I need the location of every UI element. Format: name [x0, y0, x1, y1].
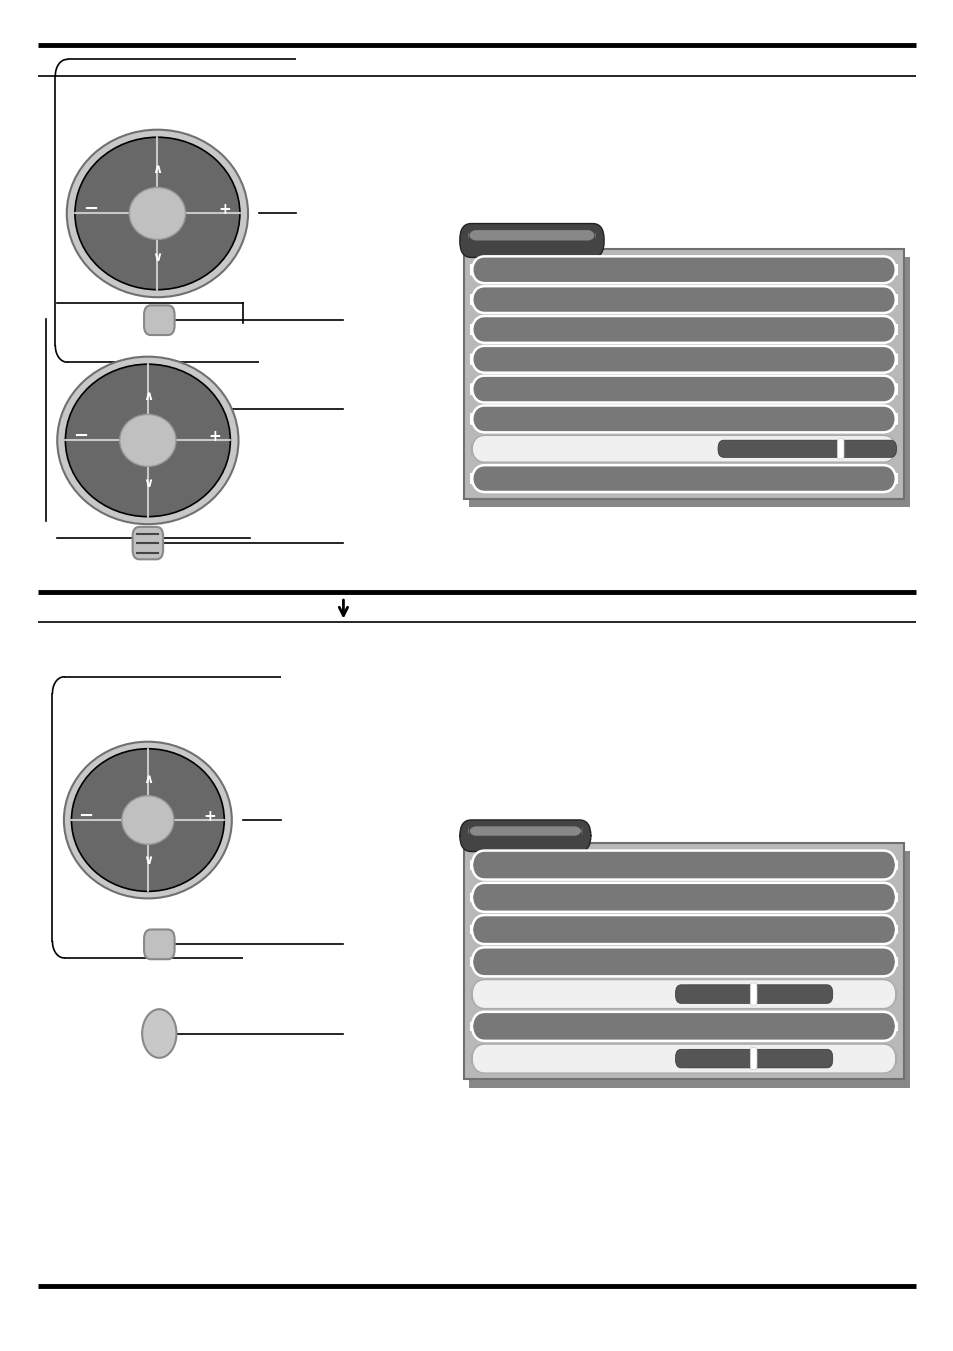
Circle shape: [142, 385, 176, 434]
FancyBboxPatch shape: [469, 851, 909, 1088]
FancyBboxPatch shape: [471, 435, 896, 462]
Text: +: +: [218, 201, 231, 216]
FancyBboxPatch shape: [463, 249, 903, 499]
FancyBboxPatch shape: [471, 1044, 896, 1073]
FancyBboxPatch shape: [749, 1047, 756, 1070]
Text: +: +: [203, 809, 216, 824]
FancyBboxPatch shape: [471, 286, 896, 313]
Text: −: −: [78, 807, 93, 825]
Text: ∨: ∨: [143, 854, 152, 867]
Ellipse shape: [122, 796, 173, 844]
Text: ∨: ∨: [152, 250, 162, 263]
FancyBboxPatch shape: [471, 882, 896, 912]
Ellipse shape: [64, 742, 232, 898]
FancyBboxPatch shape: [468, 825, 581, 838]
FancyBboxPatch shape: [471, 346, 896, 373]
Text: ∨: ∨: [143, 477, 152, 490]
Text: +: +: [209, 428, 221, 443]
Ellipse shape: [67, 130, 248, 297]
FancyBboxPatch shape: [471, 376, 896, 403]
FancyBboxPatch shape: [459, 820, 590, 851]
FancyBboxPatch shape: [144, 929, 174, 959]
FancyBboxPatch shape: [471, 316, 896, 343]
FancyBboxPatch shape: [471, 979, 896, 1009]
FancyBboxPatch shape: [144, 305, 174, 335]
FancyBboxPatch shape: [749, 984, 756, 1005]
FancyBboxPatch shape: [675, 1050, 832, 1067]
Ellipse shape: [71, 748, 224, 892]
Ellipse shape: [75, 138, 239, 289]
FancyBboxPatch shape: [132, 527, 163, 559]
FancyBboxPatch shape: [471, 465, 896, 492]
Text: ∧: ∧: [152, 163, 162, 177]
Text: −: −: [73, 427, 89, 446]
Ellipse shape: [66, 365, 230, 516]
FancyBboxPatch shape: [718, 440, 896, 458]
Text: ∧: ∧: [143, 773, 152, 786]
FancyBboxPatch shape: [471, 851, 896, 880]
FancyBboxPatch shape: [463, 843, 903, 1079]
FancyBboxPatch shape: [471, 947, 896, 977]
Text: ∧: ∧: [143, 390, 152, 404]
FancyBboxPatch shape: [837, 439, 843, 459]
Circle shape: [142, 1009, 176, 1058]
FancyBboxPatch shape: [471, 1012, 896, 1040]
FancyBboxPatch shape: [469, 257, 909, 507]
Text: −: −: [83, 200, 98, 219]
Ellipse shape: [57, 357, 238, 524]
FancyBboxPatch shape: [675, 985, 832, 1004]
Ellipse shape: [120, 415, 175, 466]
FancyBboxPatch shape: [459, 223, 603, 258]
FancyBboxPatch shape: [468, 230, 595, 240]
FancyBboxPatch shape: [471, 915, 896, 944]
Ellipse shape: [130, 188, 185, 239]
FancyBboxPatch shape: [471, 257, 896, 284]
FancyBboxPatch shape: [471, 405, 896, 432]
